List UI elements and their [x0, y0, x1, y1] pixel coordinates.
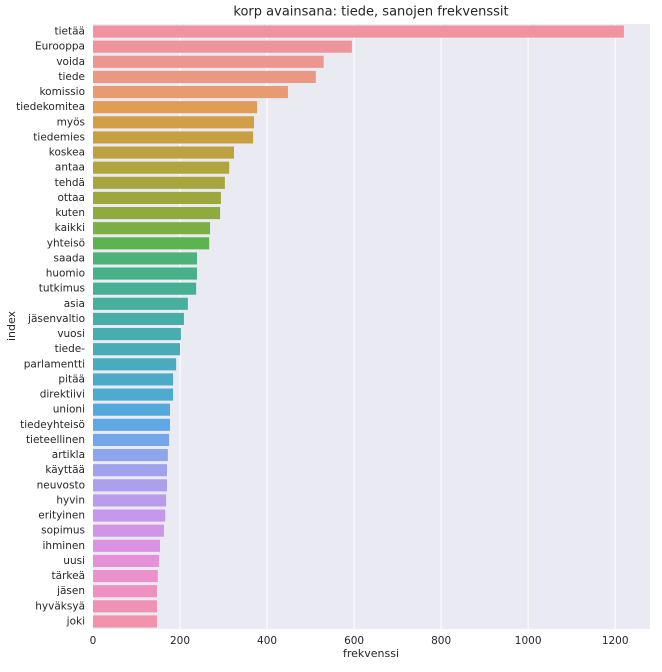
y-tick-label: tiedemies: [33, 131, 85, 143]
x-tick-label: 1000: [515, 635, 542, 647]
bar: [93, 418, 171, 431]
bar: [93, 312, 184, 325]
y-tick-label: tehdä: [55, 177, 85, 189]
x-axis-label: frekvenssi: [343, 647, 399, 660]
y-tick-label: yhteisö: [47, 237, 85, 249]
y-tick-label: artikla: [52, 449, 85, 461]
y-tick-label: ottaa: [57, 192, 85, 204]
bar: [93, 101, 258, 114]
bar: [93, 358, 177, 371]
bar: [93, 328, 181, 341]
bar: [93, 252, 198, 265]
x-tick-label: 600: [344, 635, 364, 647]
bar: [93, 40, 352, 53]
bar: [93, 282, 197, 295]
y-tick-label: sopimus: [41, 525, 85, 537]
bar: [93, 403, 171, 416]
bar: [93, 373, 174, 386]
bar: [93, 600, 157, 613]
y-tick-label: erityinen: [38, 510, 85, 522]
y-axis-label: index: [5, 310, 18, 341]
bar: [93, 55, 324, 68]
y-tick-label: saada: [54, 252, 85, 264]
bar: [93, 509, 166, 522]
bar: [93, 343, 181, 356]
y-tick-label: direktiivi: [40, 389, 85, 401]
bar: [93, 131, 254, 144]
bar: [93, 191, 221, 204]
bar: [93, 161, 230, 174]
y-tick-label: tiede-: [55, 343, 86, 355]
bar: [93, 554, 160, 567]
y-tick-label: joki: [66, 615, 85, 627]
y-tick-label: tärkeä: [52, 570, 85, 582]
bar: [93, 464, 167, 477]
chart-title: korp avainsana: tiede, sanojen frekvenss…: [233, 5, 508, 20]
y-tick-label: asia: [64, 298, 85, 310]
x-tick-label: 200: [170, 635, 190, 647]
y-tick-label: uusi: [63, 555, 85, 567]
bar: [93, 86, 288, 99]
bar: [93, 615, 157, 628]
y-tick-label: tieteellinen: [26, 434, 85, 446]
y-tick-label: kaikki: [55, 222, 85, 234]
bar: [93, 146, 234, 159]
y-tick-label: jäsenvaltio: [27, 313, 85, 325]
bar: [93, 388, 174, 401]
y-tick-label: voida: [56, 56, 85, 68]
y-tick-label: jäsen: [56, 585, 85, 597]
bar: [93, 433, 170, 446]
bar: [93, 570, 158, 583]
bar: [93, 176, 225, 189]
y-tick-label: tiedekomitea: [16, 101, 85, 113]
y-tick-label: tiedeyhteisö: [20, 419, 85, 431]
x-tick-label: 0: [90, 635, 97, 647]
bar: [93, 116, 255, 129]
plot-area: [93, 24, 650, 629]
y-tick-label: Eurooppa: [35, 41, 85, 53]
y-tick-label: koskea: [49, 147, 85, 159]
y-tick-label: hyvin: [56, 494, 85, 506]
y-tick-label: käyttää: [45, 464, 85, 476]
y-tick-label: tiede: [58, 71, 85, 83]
bar: [93, 585, 157, 598]
y-tick-label: pitää: [58, 373, 85, 385]
y-tick-label: ihminen: [43, 540, 86, 552]
bar: [93, 479, 167, 492]
bar: [93, 449, 168, 462]
bar: [93, 25, 624, 38]
y-tick-label: komissio: [39, 86, 85, 98]
bar: [93, 222, 211, 235]
y-tick-label: tietää: [55, 26, 85, 38]
y-tick-label: parlamentti: [24, 358, 85, 370]
bar: [93, 297, 188, 310]
bar: [93, 70, 316, 83]
bar: [93, 494, 167, 507]
y-tick-label: unioni: [53, 404, 85, 416]
y-tick-label: hyväksyä: [35, 600, 85, 612]
y-tick-label: neuvosto: [37, 479, 85, 491]
y-tick-label: huomio: [46, 268, 85, 280]
bar: [93, 267, 198, 280]
y-tick-label: tutkimus: [39, 283, 85, 295]
x-tick-label: 800: [431, 635, 451, 647]
bar: [93, 539, 161, 552]
y-tick-label: kuten: [55, 207, 85, 219]
bar: [93, 207, 221, 220]
y-tick-label: vuosi: [57, 328, 85, 340]
y-tick-label: myös: [57, 116, 85, 128]
bar: [93, 524, 164, 537]
y-tick-label: antaa: [55, 162, 85, 174]
bar: [93, 237, 210, 250]
x-tick-label: 1200: [602, 635, 629, 647]
x-tick-label: 400: [257, 635, 277, 647]
